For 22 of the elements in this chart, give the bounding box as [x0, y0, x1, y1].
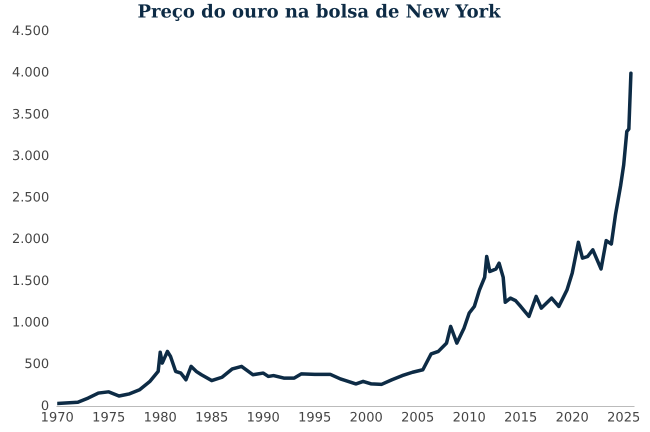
x-tick-label: 1995	[298, 410, 332, 426]
x-tick-label: 1980	[144, 410, 177, 426]
y-tick-label: 2.000	[12, 232, 50, 248]
x-tick-label: 2025	[607, 410, 640, 426]
chart-title: Preço do ouro na bolsa de New York	[137, 1, 502, 22]
x-tick-label: 2005	[401, 410, 434, 426]
y-tick-label: 1.000	[12, 315, 50, 330]
y-tick-label: 3.500	[12, 107, 50, 122]
x-tick-label: 2010	[452, 410, 486, 426]
x-tick-label: 1990	[246, 410, 280, 426]
x-tick-label: 1970	[40, 410, 74, 426]
y-tick-label: 4.000	[12, 66, 50, 81]
x-tick-label: 2015	[504, 410, 538, 426]
x-tick-label: 2020	[556, 410, 589, 426]
x-tick-label: 1975	[92, 410, 126, 426]
y-tick-label: 1.500	[12, 274, 50, 289]
y-tick-label: 3.000	[12, 148, 50, 164]
y-tick-label: 2.500	[12, 190, 50, 206]
x-tick-label: 1985	[195, 410, 228, 426]
y-tick-label: 500	[24, 357, 50, 372]
x-tick-label: 2000	[350, 410, 383, 426]
y-tick-label: 4.500	[12, 24, 50, 39]
